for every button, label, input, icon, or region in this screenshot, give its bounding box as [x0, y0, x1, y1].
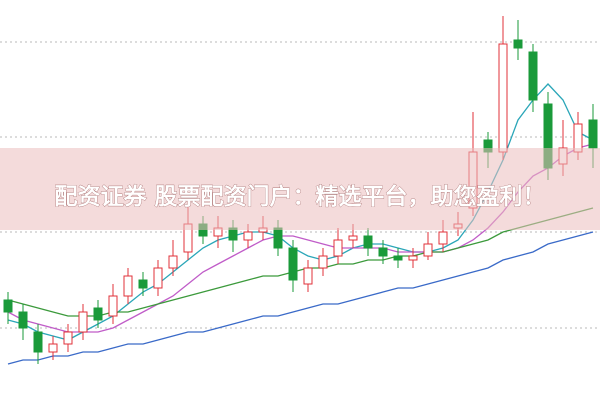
candle-body: [48, 343, 58, 353]
candle-body: [513, 39, 523, 49]
banner-band: [0, 148, 600, 230]
moving-average: [7, 207, 594, 317]
moving-average: [7, 231, 594, 365]
candle-body: [438, 231, 448, 245]
candle-body: [243, 231, 253, 241]
candle-body: [423, 243, 433, 257]
candle-body: [153, 267, 163, 289]
candle-body: [318, 255, 328, 269]
candle-body: [303, 267, 313, 285]
banner-text: 配资证券 股票配资门户：精选平台，助您盈利！: [54, 183, 545, 210]
candle-body: [168, 255, 178, 269]
candle-body: [108, 295, 118, 317]
candle-body: [18, 311, 28, 329]
candle-body: [348, 235, 358, 241]
candle-body: [588, 119, 598, 149]
candle-body: [63, 331, 73, 345]
candle-body: [498, 43, 508, 153]
candle-body: [273, 227, 283, 249]
candle-body: [333, 239, 343, 257]
candle-body: [123, 275, 133, 297]
candle-body: [33, 331, 43, 353]
candle-body: [363, 235, 373, 249]
candle-body: [138, 279, 148, 289]
candle-body: [408, 255, 418, 261]
candle-body: [378, 247, 388, 257]
candle-body: [573, 123, 583, 153]
candle-body: [288, 247, 298, 281]
candle-body: [78, 311, 88, 333]
candle-body: [393, 255, 403, 261]
candle-body: [93, 307, 103, 321]
candle-body: [528, 51, 538, 101]
candle-body: [3, 299, 13, 313]
